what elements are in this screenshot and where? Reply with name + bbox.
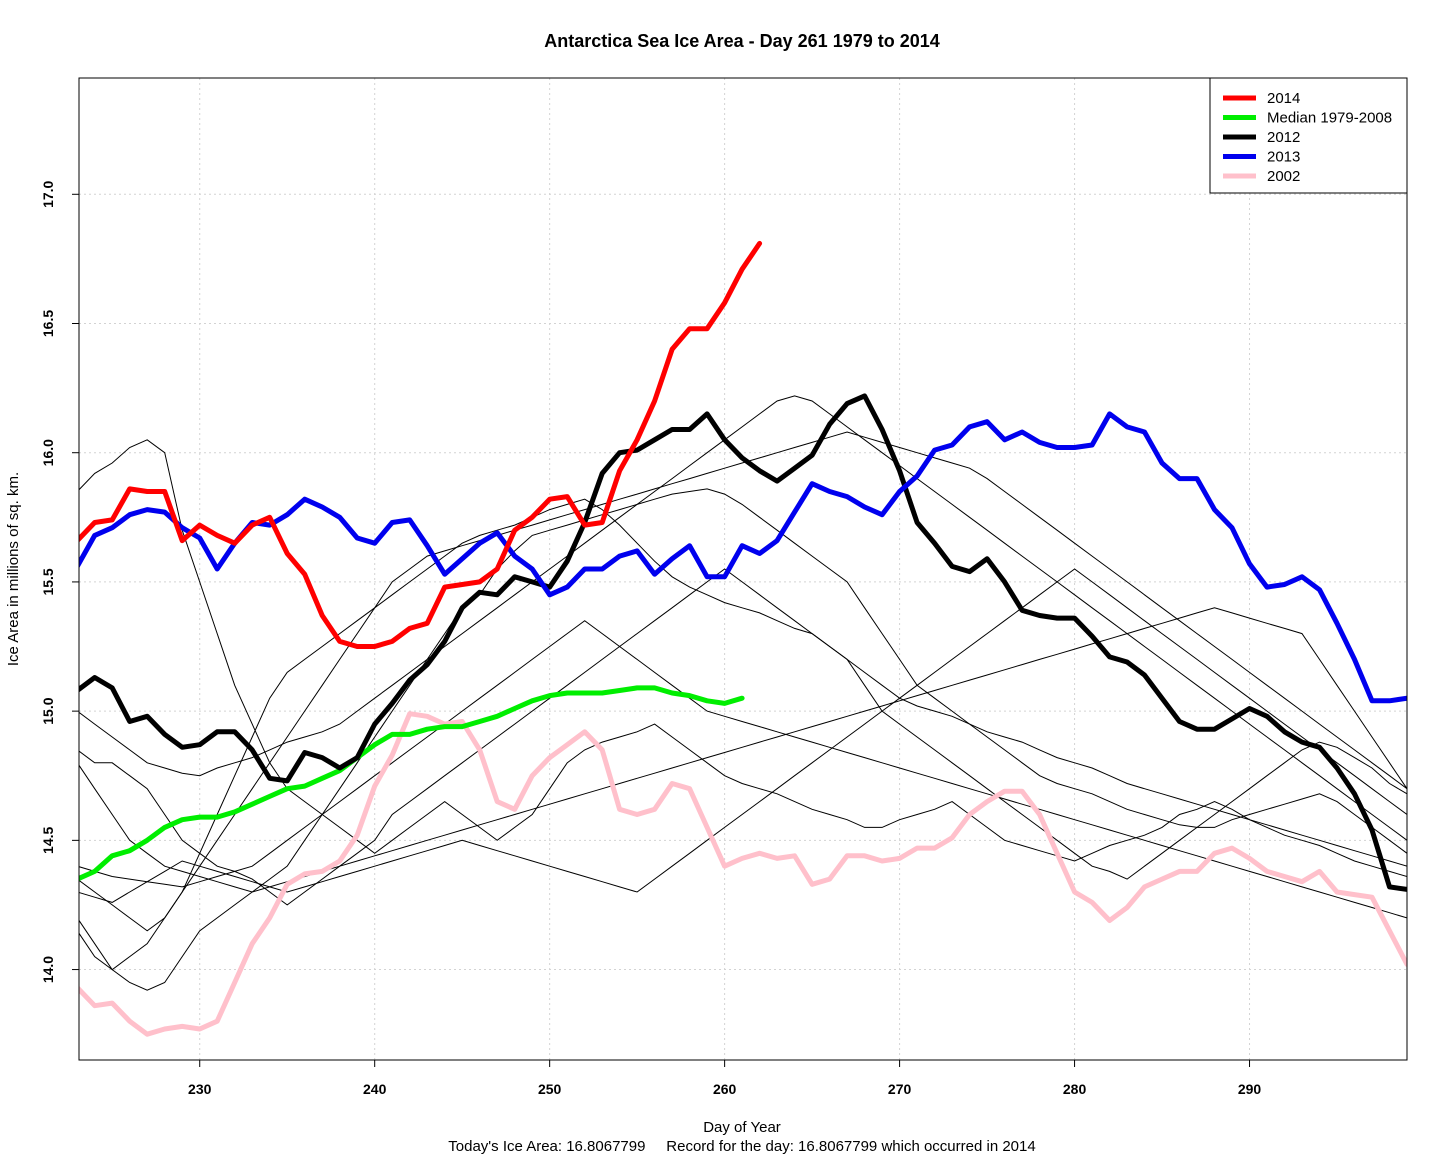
series-line-2012: [79, 393, 1407, 892]
y-tick-label: 14.5: [40, 827, 56, 854]
background-year-line: [79, 568, 1407, 906]
x-tick-label: 280: [1063, 1081, 1087, 1097]
y-tick-label: 16.5: [40, 310, 56, 337]
background-year-line: [79, 607, 1407, 893]
x-tick-label: 230: [188, 1081, 212, 1097]
y-tick-label: 14.0: [40, 956, 56, 983]
background-year-line: [79, 498, 1407, 932]
x-tick-label: 290: [1238, 1081, 1262, 1097]
y-axis-label: Ice Area in millions of sq. km.: [5, 472, 22, 666]
legend-label: 2013: [1267, 149, 1300, 166]
highlight-series: [79, 240, 1407, 1037]
y-tick-label: 15.5: [40, 568, 56, 595]
legend-label: 2012: [1267, 129, 1300, 146]
legend-label: Median 1979-2008: [1267, 110, 1392, 127]
x-axis: 230 240 250 260 270 280 290: [188, 1060, 1261, 1097]
background-year-line: [79, 568, 1407, 903]
grid: [79, 78, 1407, 1060]
legend-label: 2014: [1267, 90, 1300, 107]
y-tick-label: 15.0: [40, 697, 56, 724]
series-line-2014: [79, 240, 763, 649]
x-axis-label: Day of Year: [703, 1119, 781, 1136]
x-tick-label: 270: [888, 1081, 912, 1097]
x-tick-label: 250: [538, 1081, 562, 1097]
background-series: [79, 395, 1407, 991]
chart-title: Antarctica Sea Ice Area - Day 261 1979 t…: [544, 31, 940, 51]
background-year-line: [79, 488, 1407, 991]
x-tick-label: 240: [363, 1081, 387, 1097]
legend: 2014 Median 1979-2008 2012 2013 2002: [1209, 77, 1408, 194]
series-line-median-1979-2008: [79, 685, 745, 882]
plot-frame: [78, 77, 1408, 1061]
series-line-2002: [79, 711, 1407, 1037]
series-line-2013: [79, 411, 1407, 704]
x-tick-label: 260: [713, 1081, 737, 1097]
footer-text: Today's Ice Area: 16.8067799 Record for …: [448, 1138, 1035, 1155]
background-year-line: [79, 620, 1407, 919]
y-tick-label: 16.0: [40, 439, 56, 466]
background-year-line: [79, 431, 1407, 971]
legend-label: 2002: [1267, 168, 1300, 185]
y-axis: 14.0 14.5 15.0 15.5 16.0 16.5 17.0: [40, 180, 79, 983]
y-tick-label: 17.0: [40, 180, 56, 207]
background-year-line: [79, 439, 1407, 877]
background-year-line: [79, 395, 1407, 841]
